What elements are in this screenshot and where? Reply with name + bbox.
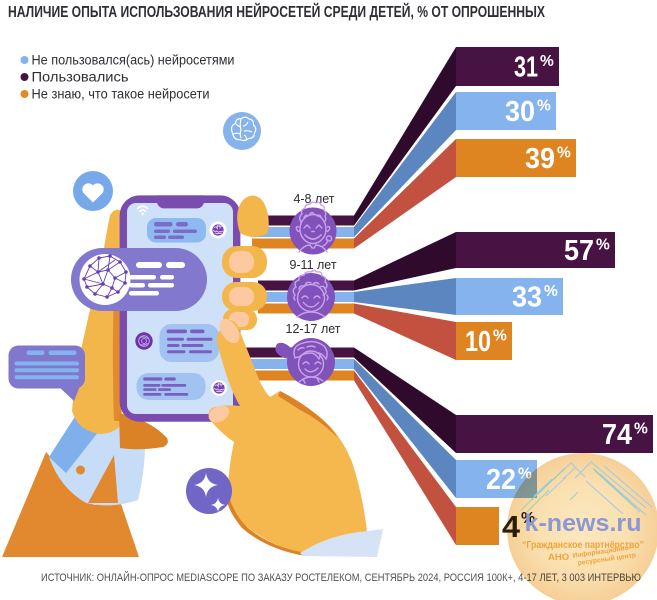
svg-text:Не знаю, что такое нейросети: Не знаю, что такое нейросети — [32, 87, 210, 102]
svg-text:НАЛИЧИЕ ОПЫТА ИСПОЛЬЗОВАНИЯ НЕ: НАЛИЧИЕ ОПЫТА ИСПОЛЬЗОВАНИЯ НЕЙРОСЕТЕЙ С… — [8, 3, 546, 21]
svg-text:АНО: АНО — [548, 552, 569, 563]
svg-text:39: 39 — [525, 143, 555, 175]
svg-text:33: 33 — [512, 282, 542, 314]
svg-text:%: % — [537, 98, 551, 115]
svg-text:%: % — [557, 145, 571, 162]
svg-text:57: 57 — [564, 235, 594, 267]
svg-text:%: % — [493, 328, 507, 345]
svg-text:12-17 лет: 12-17 лет — [286, 322, 341, 336]
svg-text:30: 30 — [505, 96, 535, 128]
svg-text:9-11 лет: 9-11 лет — [289, 258, 336, 272]
svg-text:Пользовались: Пользовались — [32, 70, 129, 85]
svg-text:22: 22 — [486, 464, 516, 496]
svg-text:%: % — [596, 237, 610, 254]
svg-text:%: % — [540, 53, 554, 70]
svg-text:ИСТОЧНИК: ОНЛАЙН-ОПРОС MEDIASC: ИСТОЧНИК: ОНЛАЙН-ОПРОС MEDIASCOPE ПО ЗАК… — [41, 571, 641, 584]
svg-text:4-8 лет: 4-8 лет — [293, 192, 334, 206]
svg-text:31: 31 — [514, 52, 538, 84]
svg-text:74: 74 — [602, 419, 632, 451]
svg-text:“Гражданское партнёрство”: “Гражданское партнёрство” — [522, 540, 644, 551]
svg-text:k-news.ru: k-news.ru — [525, 510, 642, 537]
svg-text:%: % — [634, 421, 648, 438]
svg-text:Не пользовался(ась) нейросетям: Не пользовался(ась) нейросетями — [32, 53, 235, 68]
svg-text:%: % — [544, 283, 558, 300]
svg-text:10: 10 — [465, 326, 491, 358]
